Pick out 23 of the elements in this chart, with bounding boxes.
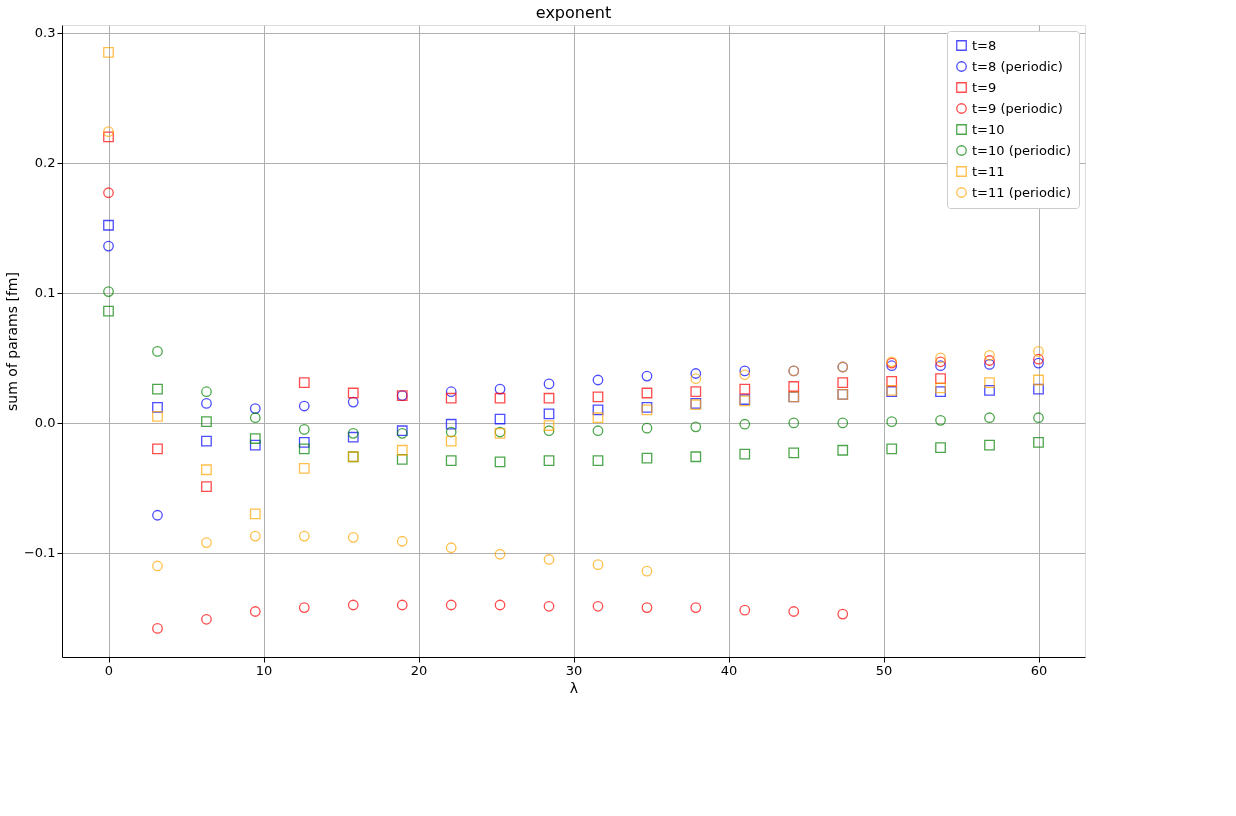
y-tick-label: 0.3 bbox=[34, 25, 56, 41]
x-tick-label: 40 bbox=[720, 662, 738, 678]
legend-label: t=8 bbox=[972, 37, 997, 53]
legend-label: t=10 (periodic) bbox=[972, 142, 1071, 158]
x-tick-label: 50 bbox=[875, 662, 893, 678]
y-tick-label: 0.1 bbox=[34, 285, 56, 301]
x-tick-label: 20 bbox=[410, 662, 428, 678]
chart-title: exponent bbox=[535, 3, 612, 22]
y-tick-label: −0.1 bbox=[23, 545, 56, 561]
legend-label: t=10 bbox=[972, 121, 1005, 137]
y-axis-title: sum of params [fm] bbox=[3, 272, 20, 411]
legend-label: t=9 (periodic) bbox=[972, 100, 1063, 116]
x-tick-label: 30 bbox=[565, 662, 583, 678]
x-axis-title: λ bbox=[569, 679, 579, 696]
legend-label: t=11 (periodic) bbox=[972, 184, 1071, 200]
y-tick-label: 0.0 bbox=[34, 415, 56, 431]
legend-label: t=11 bbox=[972, 163, 1005, 179]
x-tick-label: 60 bbox=[1030, 662, 1048, 678]
legend-label: t=9 bbox=[972, 79, 997, 95]
y-tick-label: 0.2 bbox=[34, 155, 56, 171]
legend-label: t=8 (periodic) bbox=[972, 58, 1063, 74]
x-tick-label: 10 bbox=[255, 662, 273, 678]
x-tick-label: 0 bbox=[104, 662, 114, 678]
